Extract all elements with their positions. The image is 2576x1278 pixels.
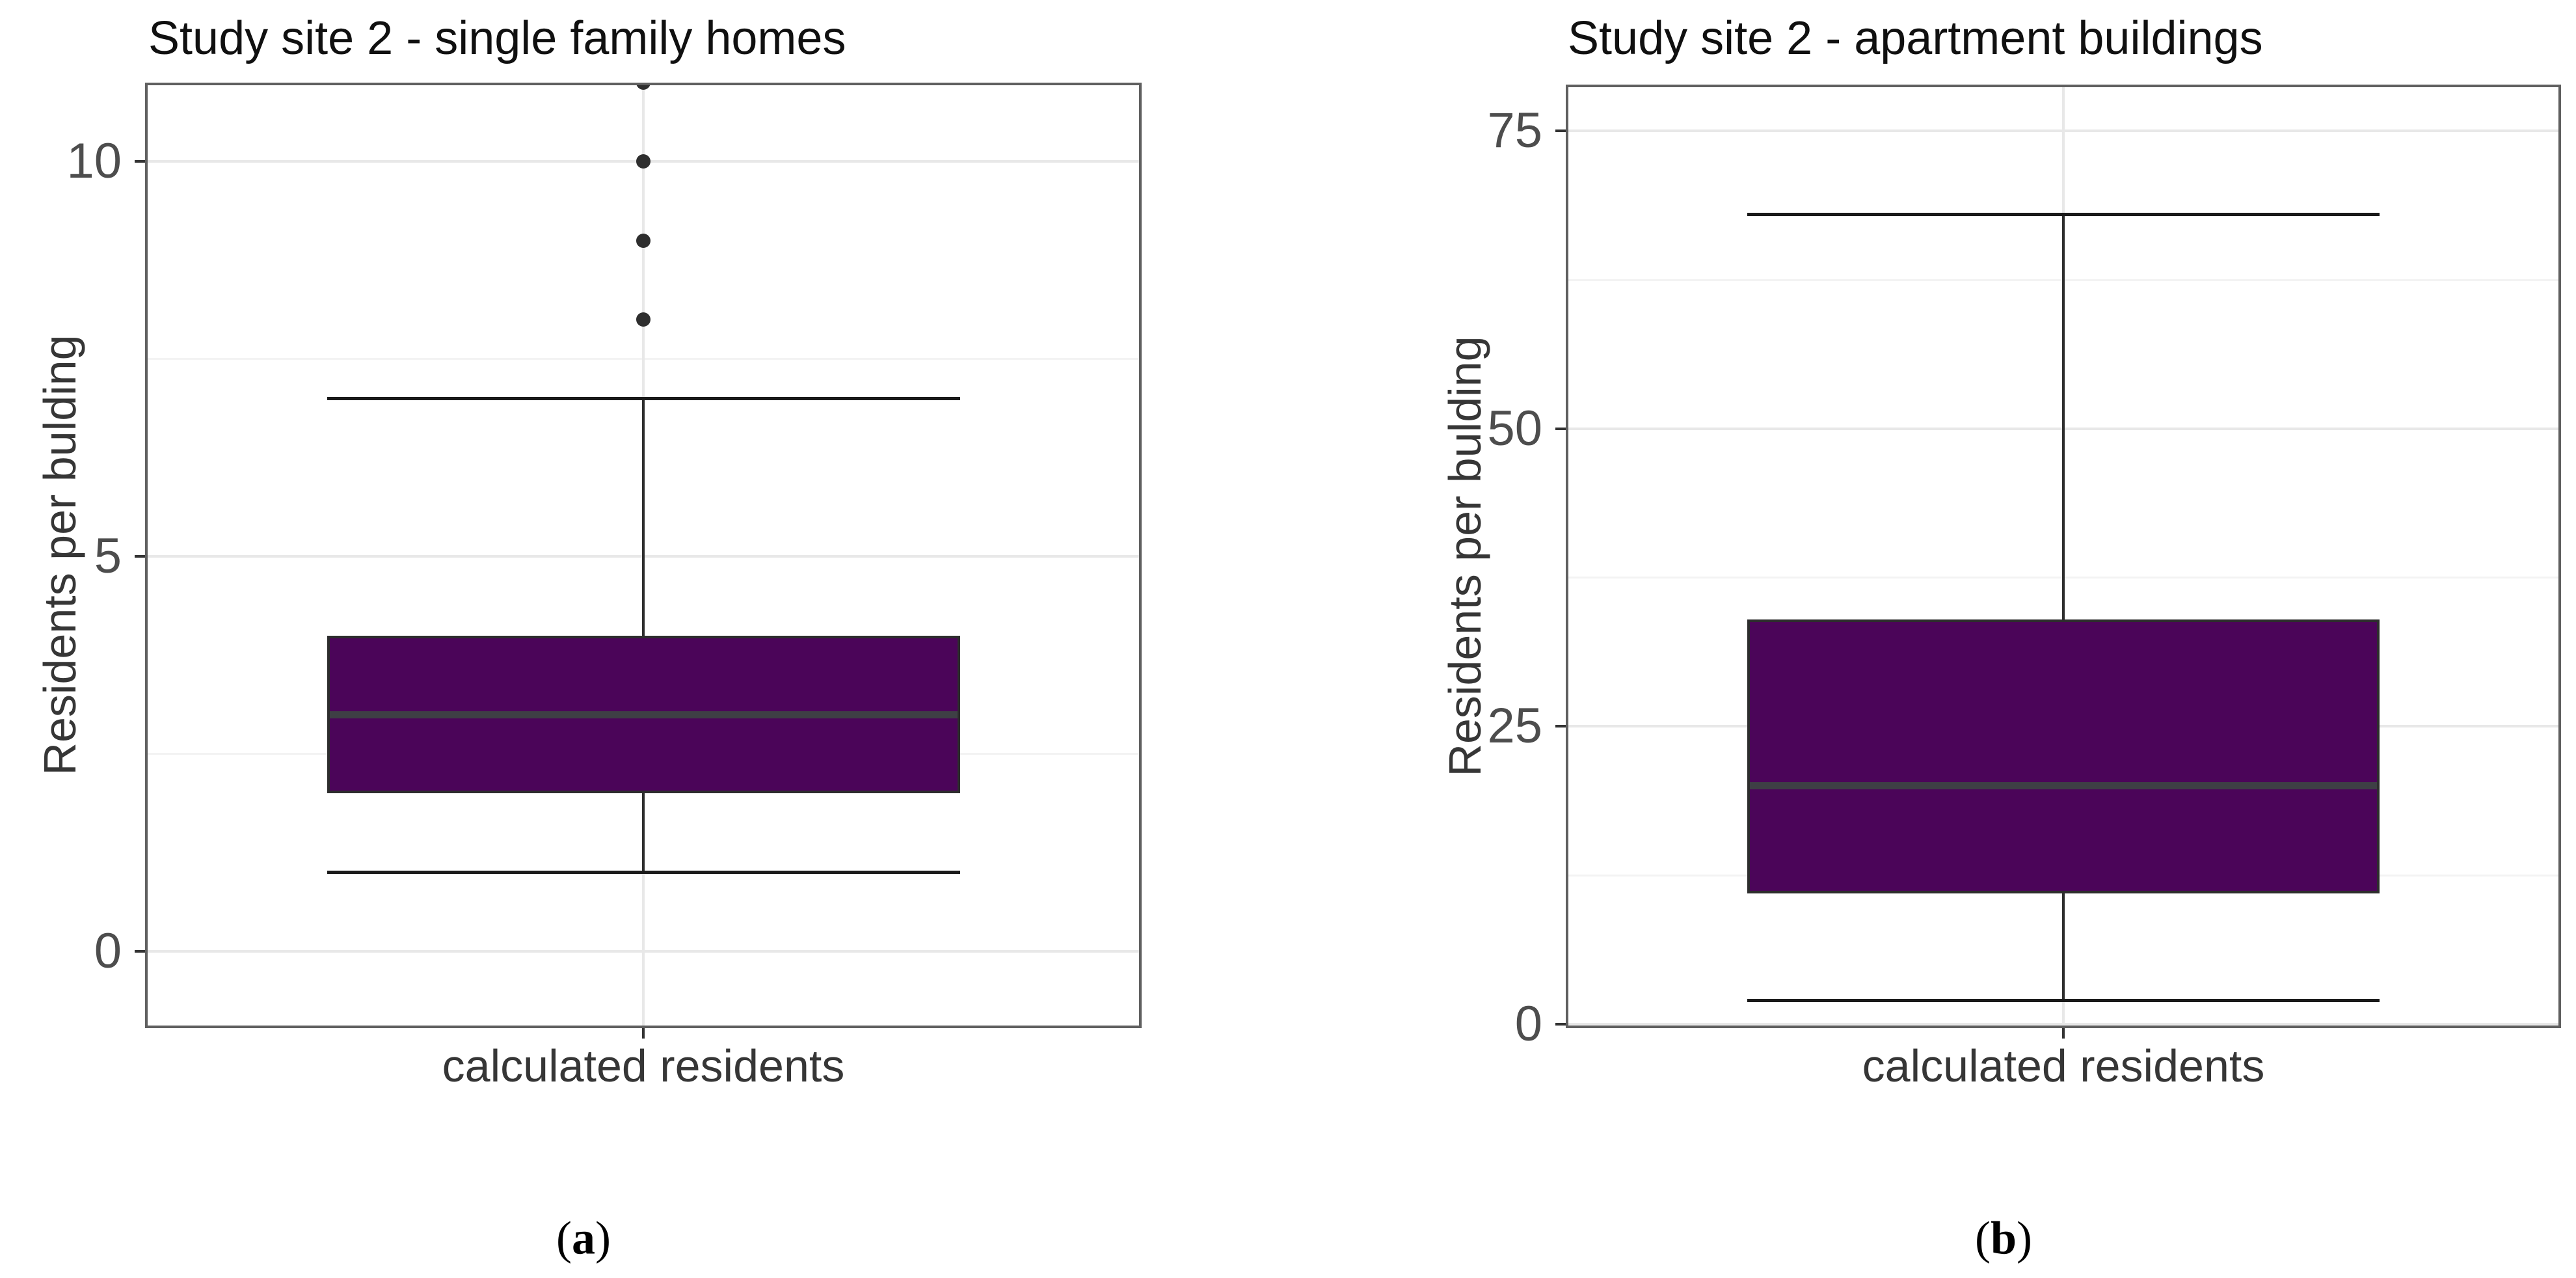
plot-panel — [145, 83, 1142, 1028]
caption-letter: b — [1990, 1212, 2017, 1264]
median-line — [330, 711, 958, 718]
caption-paren-close: ) — [595, 1212, 611, 1264]
y-tick-label: 0 — [94, 923, 122, 979]
outlier-dot — [636, 233, 651, 248]
y-tick-label: 25 — [1487, 698, 1542, 754]
caption-paren-open: ( — [556, 1212, 572, 1264]
caption-letter: a — [572, 1212, 595, 1264]
y-tick-mark — [1555, 129, 1566, 133]
y-tick-mark — [1555, 427, 1566, 430]
median-line — [1750, 782, 2377, 790]
y-tick-mark — [135, 160, 145, 163]
y-tick-label: 10 — [66, 133, 122, 189]
y-tick-label: 50 — [1487, 400, 1542, 456]
x-tick-mark — [642, 1028, 645, 1039]
y-tick-mark — [1555, 725, 1566, 728]
y-tick-mark — [1555, 1022, 1566, 1026]
upper-whisker-line — [2062, 214, 2065, 619]
y-tick-mark — [135, 555, 145, 558]
y-tick-label: 75 — [1487, 103, 1542, 159]
caption-b: (b) — [1975, 1212, 2032, 1266]
caption-paren-close: ) — [2017, 1212, 2033, 1264]
lower-whisker-line — [642, 793, 645, 873]
lower-whisker-cap — [327, 871, 960, 875]
outlier-dot — [636, 154, 651, 169]
x-tick-mark — [2062, 1028, 2065, 1039]
x-axis-title: calculated residents — [1862, 1040, 2265, 1091]
plot-title: Study site 2 - apartment buildings — [1568, 12, 2263, 64]
caption-a: (a) — [556, 1212, 611, 1266]
iqr-box — [1747, 619, 2380, 893]
upper-whisker-cap — [1747, 212, 2380, 216]
upper-whisker-line — [642, 398, 645, 636]
plot-title: Study site 2 - single family homes — [148, 12, 846, 64]
y-tick-mark — [135, 950, 145, 953]
outlier-dot — [636, 312, 651, 327]
y-tick-label: 5 — [94, 528, 122, 584]
x-axis-title: calculated residents — [442, 1040, 845, 1091]
lower-whisker-cap — [1747, 998, 2380, 1002]
lower-whisker-line — [2062, 893, 2065, 1001]
upper-whisker-cap — [327, 397, 960, 401]
outlier-dot — [636, 83, 651, 90]
plot-panel — [1566, 85, 2561, 1028]
caption-paren-open: ( — [1974, 1212, 1991, 1264]
y-tick-label: 0 — [1514, 996, 1542, 1052]
